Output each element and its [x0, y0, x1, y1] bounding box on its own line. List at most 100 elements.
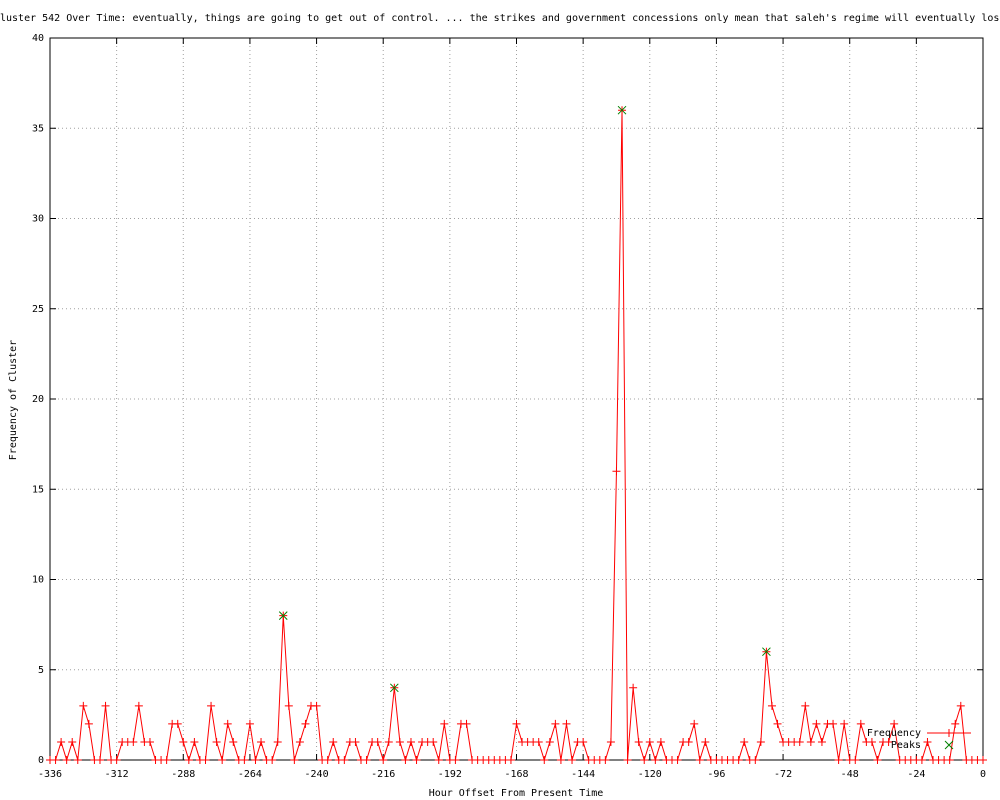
data-point — [129, 737, 138, 746]
data-point — [917, 756, 926, 764]
data-point — [801, 701, 810, 710]
data-point — [62, 756, 71, 764]
data-point — [617, 105, 627, 115]
data-point — [134, 701, 143, 710]
data-point — [290, 756, 299, 764]
y-tick-label: 30 — [32, 214, 44, 225]
y-tick-label: 10 — [32, 575, 44, 586]
data-point — [556, 756, 565, 764]
data-point — [412, 756, 421, 764]
data-point — [379, 756, 388, 764]
data-point — [207, 701, 216, 710]
data-point — [340, 756, 349, 764]
data-point — [440, 719, 449, 728]
data-point — [762, 647, 771, 657]
data-point — [184, 756, 193, 764]
data-point — [606, 737, 615, 746]
x-tick-label: 0 — [980, 769, 986, 780]
data-point — [257, 737, 266, 746]
data-point — [179, 737, 188, 746]
x-tick-label: -120 — [638, 769, 662, 780]
legend-marker — [944, 740, 954, 750]
x-tick-label: -264 — [238, 769, 262, 780]
data-point — [112, 756, 121, 764]
x-tick-label: -72 — [774, 769, 792, 780]
x-tick-label: -192 — [438, 769, 462, 780]
legend-label: Frequency — [867, 728, 921, 739]
data-point — [245, 719, 254, 728]
x-tick-label: -144 — [571, 769, 595, 780]
data-point — [389, 683, 399, 693]
data-point — [173, 719, 182, 728]
y-tick-label: 40 — [32, 33, 44, 44]
data-point — [612, 467, 621, 476]
x-tick-label: -168 — [504, 769, 528, 780]
data-point — [229, 737, 238, 746]
data-point — [645, 737, 654, 746]
data-point — [840, 719, 849, 728]
x-tick-label: -24 — [907, 769, 925, 780]
data-point — [806, 737, 815, 746]
data-point — [540, 756, 549, 764]
y-tick-label: 25 — [32, 304, 44, 315]
data-point — [695, 756, 704, 764]
data-point — [534, 737, 543, 746]
data-point — [223, 719, 232, 728]
data-point — [817, 737, 826, 746]
data-point — [312, 701, 321, 710]
data-point — [851, 756, 860, 764]
data-point — [68, 737, 77, 746]
data-point — [690, 719, 699, 728]
data-point — [873, 756, 882, 764]
x-tick-label: -288 — [171, 769, 195, 780]
legend-label: Peaks — [891, 740, 921, 751]
data-point — [951, 719, 960, 728]
x-tick-label: -96 — [707, 769, 725, 780]
data-point — [767, 701, 776, 710]
data-point — [656, 737, 665, 746]
data-point — [834, 756, 843, 764]
data-point — [301, 719, 310, 728]
data-point — [756, 737, 765, 746]
data-point — [734, 756, 743, 764]
data-point — [601, 756, 610, 764]
data-point — [323, 756, 332, 764]
x-tick-label: -240 — [305, 769, 329, 780]
data-point — [568, 756, 577, 764]
data-point — [57, 737, 66, 746]
data-point — [651, 756, 660, 764]
data-point — [373, 737, 382, 746]
data-point — [890, 719, 899, 728]
data-point — [251, 756, 260, 764]
data-point — [956, 701, 965, 710]
legend-marker — [945, 729, 953, 737]
y-tick-label: 0 — [38, 755, 44, 766]
x-tick-label: -312 — [105, 769, 129, 780]
plot-frame — [49, 37, 984, 761]
y-tick-label: 15 — [32, 484, 44, 495]
data-point — [212, 737, 221, 746]
data-point — [434, 756, 443, 764]
data-point — [101, 701, 110, 710]
data-point — [190, 737, 199, 746]
data-point — [551, 719, 560, 728]
data-point — [51, 756, 60, 764]
data-point — [701, 737, 710, 746]
data-point — [623, 756, 632, 764]
data-point — [95, 756, 104, 764]
y-axis-label: Frequency of Cluster — [8, 340, 19, 460]
data-point — [740, 737, 749, 746]
data-point — [579, 737, 588, 746]
data-point — [278, 611, 288, 620]
data-point — [84, 719, 93, 728]
data-point — [545, 737, 554, 746]
data-point — [884, 737, 893, 746]
data-point — [395, 737, 404, 746]
data-point — [201, 756, 210, 764]
data-point — [295, 737, 304, 746]
data-point — [751, 756, 760, 764]
data-point — [79, 701, 88, 710]
x-tick-label: -216 — [371, 769, 395, 780]
data-point — [856, 719, 865, 728]
data-point — [284, 701, 293, 710]
